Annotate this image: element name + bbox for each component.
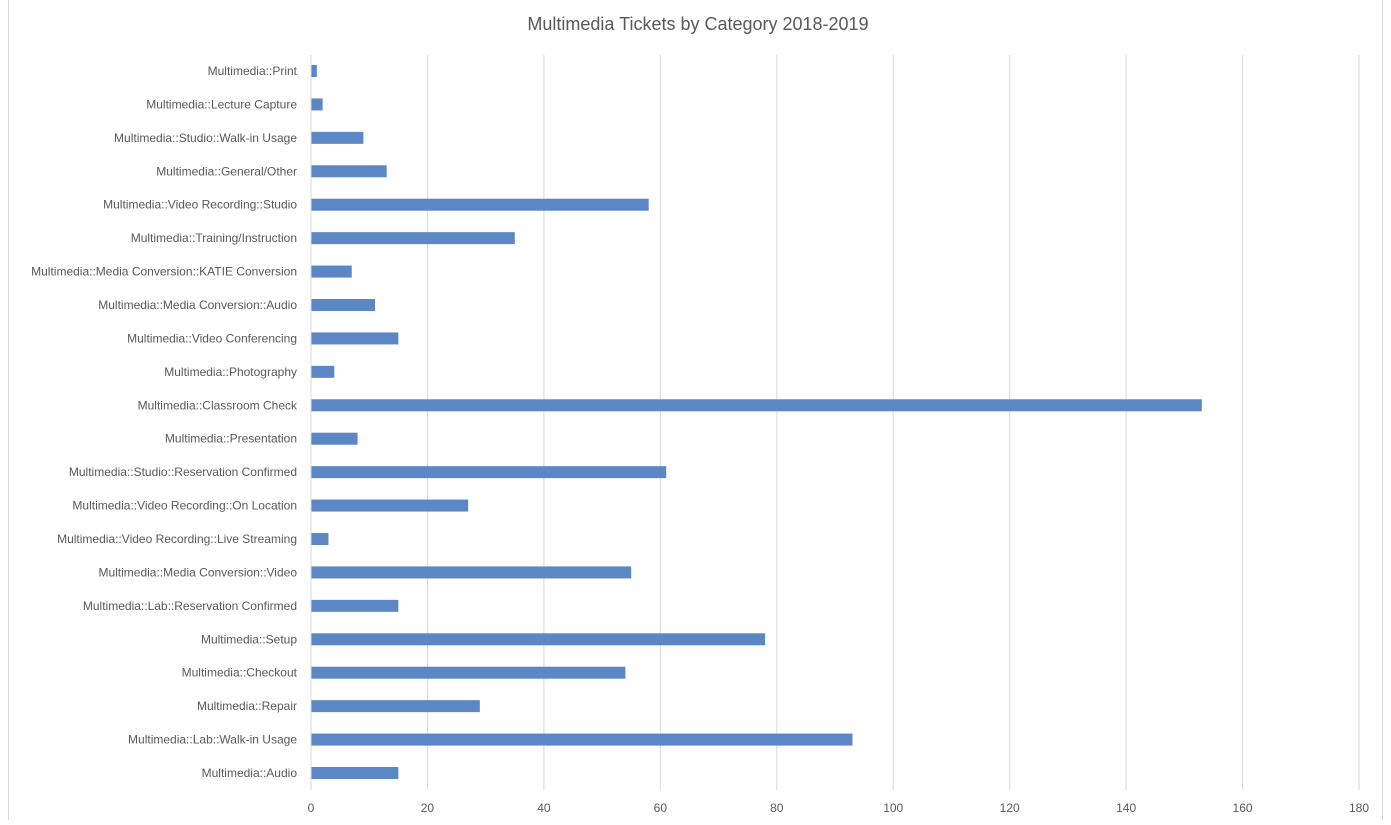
bar [311,98,323,111]
category-label: Multimedia::Media Conversion::Audio [98,298,297,312]
bar [311,666,626,679]
category-label: Multimedia::Classroom Check [138,398,298,412]
x-tick-label: 40 [537,801,551,815]
category-label: Multimedia::Training/Instruction [131,231,297,245]
category-label: Multimedia::Setup [201,632,297,646]
category-label: Multimedia::Print [208,64,298,78]
bar [311,165,387,178]
x-tick-label: 140 [1116,801,1136,815]
x-tick-label: 20 [421,801,435,815]
bar [311,365,335,378]
bar [311,432,358,445]
bar [311,265,352,278]
x-tick-label: 160 [1233,801,1253,815]
bar [311,131,364,144]
bar [311,533,329,545]
bar [311,232,515,245]
category-label: Multimedia::Lab::Reservation Confirmed [83,599,297,613]
chart-title: Multimedia Tickets by Category 2018-2019 [527,14,868,34]
frame-left-border [8,0,9,820]
x-tick-label: 60 [654,801,668,815]
category-label: Multimedia::Checkout [182,666,298,680]
category-label: Multimedia::Video Recording::Studio [103,198,297,212]
bar [311,767,399,779]
category-label: Multimedia::Audio [202,766,298,780]
category-label: Multimedia::Lab::Walk-in Usage [128,733,297,747]
category-label: Multimedia::Media Conversion::Video [98,565,297,579]
bar [311,466,667,479]
category-label: Multimedia::Video Recording::On Location [72,499,297,513]
category-label: Multimedia::Photography [164,365,297,379]
bar [311,566,632,579]
category-label: Multimedia::Presentation [165,432,297,446]
category-label: Multimedia::General/Other [156,164,297,178]
category-label: Multimedia::Media Conversion::KATIE Conv… [31,265,297,279]
x-axis-tick-labels: 0 20 40 60 80 100 120 140 160 180 [308,801,1370,815]
x-tick-label: 120 [1000,801,1020,815]
bar [311,65,317,77]
bar [311,733,853,746]
bars [311,65,1202,779]
x-tick-label: 80 [770,801,784,815]
category-label: Multimedia::Studio::Reservation Confirme… [69,465,297,479]
bar [311,700,480,713]
x-tick-label: 100 [883,801,903,815]
x-tick-label: 180 [1349,801,1369,815]
frame-right-border [1382,0,1383,820]
category-label: Multimedia::Lecture Capture [146,97,297,111]
category-label: Multimedia::Repair [197,699,297,713]
x-tick-label: 0 [308,801,315,815]
bar [311,499,469,512]
category-label: Multimedia::Video Conferencing [127,331,297,345]
bar [311,332,399,345]
bar [311,198,649,211]
category-label: Multimedia::Video Recording::Live Stream… [57,532,297,546]
bar [311,599,399,612]
bar [311,299,376,311]
category-label: Multimedia::Studio::Walk-in Usage [114,131,297,145]
gridlines [426,55,1360,790]
bar [311,633,766,646]
bar [311,399,1202,412]
